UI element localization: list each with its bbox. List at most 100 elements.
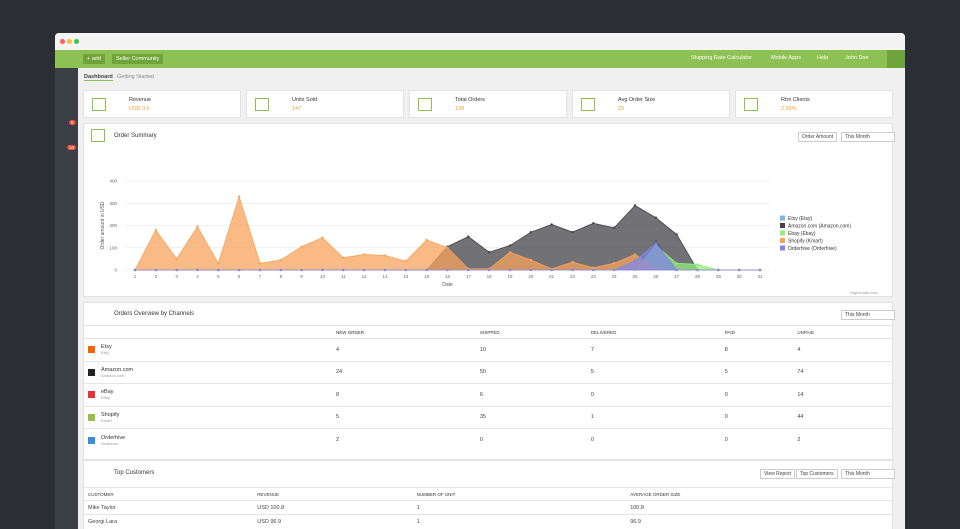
channel-icon <box>88 346 95 354</box>
cell: 5 <box>586 360 721 384</box>
cell: 0 <box>720 428 794 451</box>
header-row: CUSTOMER REVENUE NUMBER OF UNIT AVERAGE ORD… <box>84 487 892 501</box>
channel-name: Etsy <box>101 344 112 351</box>
nav-link[interactable]: Mobile Apps <box>771 55 801 61</box>
stat-label: Avg Order Size <box>618 97 656 103</box>
channel-sub: Kmart <box>101 417 112 423</box>
dropdown[interactable]: This Month <box>841 132 895 142</box>
order-summary-panel: Order Summary Order Amount This Month Hi… <box>83 123 895 297</box>
cell: 35 <box>475 405 587 429</box>
cell: 0 <box>720 405 794 429</box>
header-cell: PAID <box>720 325 794 339</box>
credit: Highcharts.com <box>850 290 878 295</box>
cell: 8 <box>332 383 476 406</box>
channel-cell: eBay Ebay <box>84 383 332 406</box>
tab[interactable]: Dashboard <box>84 74 113 81</box>
cell: USD 96.9 <box>253 514 413 529</box>
channels-panel: Orders Overview by Channels This Month N… <box>83 302 895 460</box>
cell: Mike Taylor <box>84 500 254 515</box>
cell: 1 <box>412 500 627 515</box>
table: NEW ORDER SHIPPED DELIVERED PAID UNPAID Etsy E… <box>84 325 892 451</box>
nav-bar: + add Seller Community Shipping Rate Cal… <box>55 50 905 68</box>
cell: 7 <box>586 338 721 361</box>
channel-cell: Etsy Etsy <box>84 338 332 361</box>
dropdown[interactable]: This Month <box>841 469 895 479</box>
row: Etsy Etsy 4 10 7 8 4 <box>84 338 892 361</box>
channel-icon <box>88 413 95 421</box>
tab[interactable]: Getting Started <box>117 74 154 80</box>
channel-sub: Orderhive <box>101 440 119 446</box>
stat-value: 23 <box>618 106 625 112</box>
cell: 8 <box>720 338 794 361</box>
icon <box>418 98 432 111</box>
customers-panel: Top Customers View Report Top Customers … <box>83 460 895 529</box>
user-menu[interactable]: John Doe <box>845 55 869 61</box>
cell: Georgi Lara <box>84 514 254 529</box>
nav-link[interactable]: Help <box>817 55 829 61</box>
cell: 1 <box>586 405 721 429</box>
cell: 5 <box>332 405 476 429</box>
header-cell <box>84 325 332 339</box>
channel-sub: Ebay <box>101 395 111 401</box>
row: Mike Taylor USD 100.8 1 100.8 <box>84 500 892 515</box>
cell: 100.8 <box>626 500 892 515</box>
cell: 14 <box>793 383 892 406</box>
cell: 4 <box>793 338 892 361</box>
header-cell: DELIVERED <box>586 325 721 339</box>
channel-name: eBay <box>101 389 114 396</box>
header-cell: SHIPPED <box>475 325 587 339</box>
stat-value: 147 <box>292 106 302 112</box>
cell: 5 <box>720 360 794 384</box>
cell: 2 <box>793 428 892 451</box>
cell: 0 <box>586 383 721 406</box>
channel-sub: Etsy <box>101 350 109 356</box>
channel: Etsy Etsy <box>101 344 112 355</box>
header-cell: NEW ORDER <box>332 325 476 339</box>
button[interactable]: View Report <box>760 469 796 479</box>
channel-cell: Amazon.com Amazon.com <box>84 360 332 384</box>
stat-value: 128 <box>455 106 465 112</box>
add-button[interactable]: + add <box>83 54 105 64</box>
stat-card: Total Orders 128 <box>409 90 567 118</box>
stat-label: Rtrn Clients <box>781 97 810 103</box>
channel-sub: Amazon.com <box>101 372 125 378</box>
panel-title: Order Summary <box>114 133 157 139</box>
customers-table: CUSTOMER REVENUE NUMBER OF UNIT AVERAGE ORD… <box>84 487 892 529</box>
expand[interactable] <box>887 50 905 68</box>
channel-icon <box>88 436 95 444</box>
channel-name: Orderhive <box>101 434 126 441</box>
title-bar <box>55 33 905 50</box>
channel-icon <box>88 391 95 399</box>
stat-label: Revenue <box>129 97 152 103</box>
header-row: NEW ORDER SHIPPED DELIVERED PAID UNPAID <box>84 325 892 339</box>
channel-cell: Orderhive Orderhive <box>84 428 332 451</box>
header-cell: UNPAID <box>793 325 892 339</box>
row: eBay Ebay 8 6 0 0 14 <box>84 383 892 406</box>
channel-name: Amazon.com <box>101 366 134 373</box>
nav-link[interactable]: Shipping Rate Calculator <box>691 55 752 61</box>
sidebar: 5 10 <box>55 68 78 529</box>
channel: Orderhive Orderhive <box>101 435 125 446</box>
dropdown[interactable]: This Month <box>841 310 895 320</box>
window: + add Seller Community Shipping Rate Cal… <box>55 33 905 529</box>
stat-card: Avg Order Size 23 <box>572 90 730 118</box>
channels-table: NEW ORDER SHIPPED DELIVERED PAID UNPAID Etsy E… <box>84 325 892 451</box>
stat-value: USD 3 k <box>129 106 150 112</box>
cell: 74 <box>793 360 892 384</box>
channel-icon <box>88 368 95 376</box>
cell: 0 <box>720 383 794 406</box>
community-button[interactable]: Seller Community <box>112 54 164 64</box>
dropdown[interactable]: Top Customers <box>796 469 838 479</box>
icon <box>581 98 595 111</box>
cell: 24 <box>332 360 476 384</box>
dropdown[interactable]: Order Amount <box>798 132 838 142</box>
panel-title: Top Customers <box>114 470 155 476</box>
row: Amazon.com Amazon.com 24 50 5 5 74 <box>84 360 892 384</box>
dot <box>60 39 65 44</box>
cell: 0 <box>475 428 587 451</box>
icon <box>91 129 105 142</box>
badge: 5 <box>69 120 76 125</box>
stat-label: Total Orders <box>455 97 485 103</box>
icon <box>255 98 269 111</box>
badge: 10 <box>67 145 77 150</box>
